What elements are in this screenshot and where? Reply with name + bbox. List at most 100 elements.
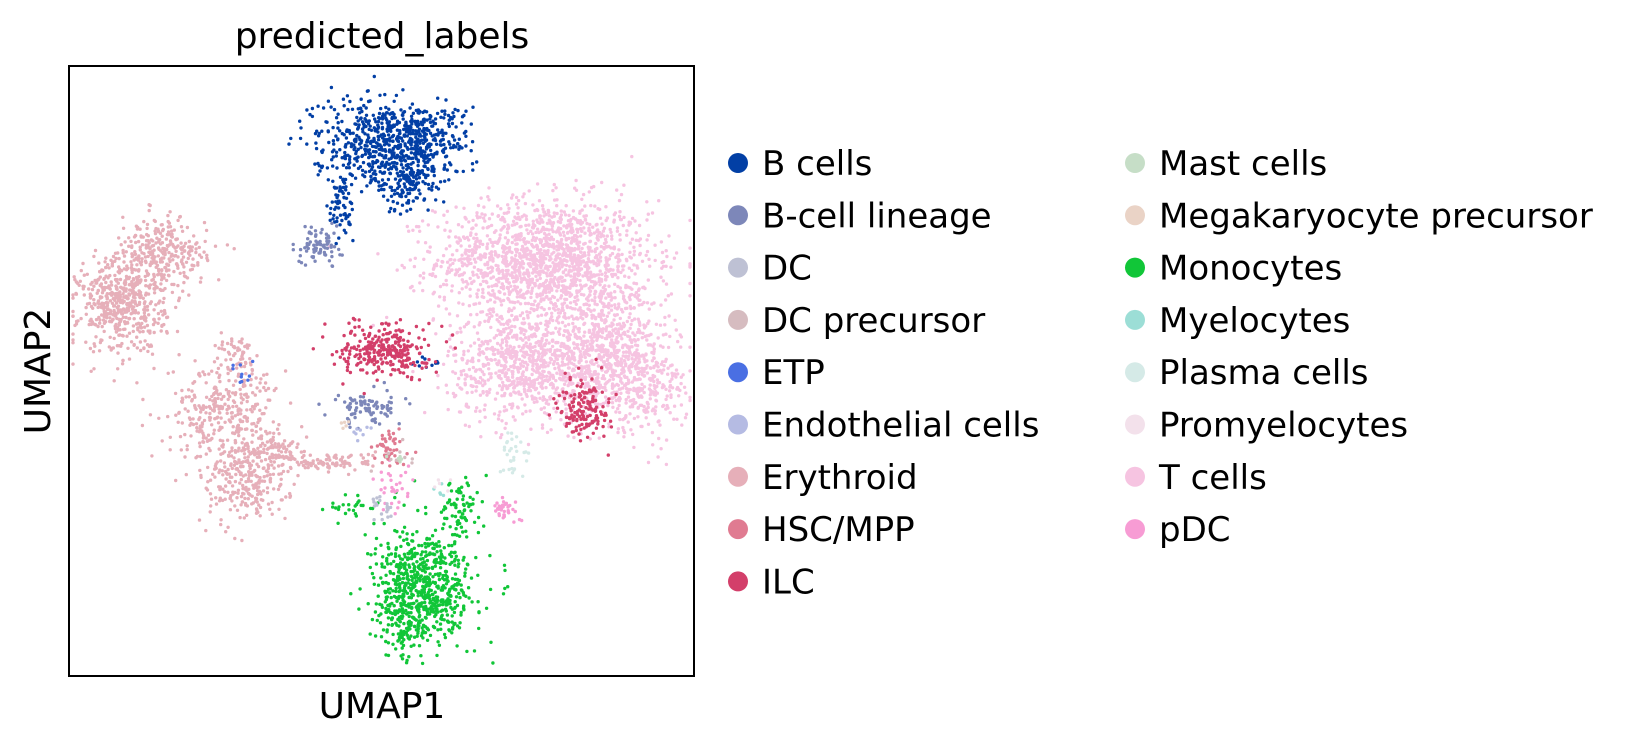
data-point: [121, 327, 126, 332]
data-point: [583, 321, 587, 325]
data-point: [675, 387, 679, 391]
data-point: [491, 244, 495, 248]
data-point: [654, 405, 658, 409]
data-point: [614, 363, 618, 367]
data-point: [581, 192, 586, 197]
data-point: [613, 296, 617, 300]
data-point: [224, 530, 228, 534]
data-point: [172, 269, 176, 274]
data-point: [511, 372, 515, 377]
data-point: [547, 218, 551, 222]
data-point: [306, 465, 310, 470]
data-point: [474, 302, 478, 306]
data-point: [244, 480, 248, 484]
data-point: [263, 457, 268, 462]
data-point: [525, 310, 529, 314]
data-point: [613, 345, 617, 349]
data-point: [238, 387, 242, 392]
data-point: [204, 436, 208, 440]
data-point: [109, 310, 113, 314]
data-point: [160, 256, 164, 260]
data-point: [184, 395, 188, 399]
data-point: [138, 248, 142, 252]
data-point: [493, 397, 498, 401]
data-point: [247, 449, 251, 454]
data-point: [512, 381, 516, 386]
data-point: [229, 463, 233, 468]
data-point: [648, 383, 652, 387]
data-point: [600, 318, 604, 322]
data-point: [512, 222, 517, 227]
data-point: [601, 374, 606, 378]
data-point: [529, 279, 533, 284]
data-point: [242, 486, 247, 491]
data-point: [581, 317, 585, 321]
data-point: [519, 329, 524, 333]
data-point: [625, 301, 629, 305]
data-point: [652, 364, 656, 369]
data-point: [585, 267, 590, 271]
data-point: [125, 306, 129, 310]
data-point: [552, 211, 556, 215]
data-point: [515, 242, 519, 246]
data-point: [464, 279, 468, 284]
data-point: [259, 377, 263, 381]
data-point: [181, 289, 185, 293]
data-point: [445, 269, 450, 273]
data-point: [585, 269, 589, 274]
data-point: [254, 424, 259, 428]
data-point: [648, 366, 652, 370]
data-point: [617, 198, 622, 203]
data-point: [169, 254, 173, 258]
data-point: [588, 293, 592, 297]
data-point: [142, 252, 146, 256]
data-point: [523, 336, 528, 340]
data-point: [564, 263, 569, 267]
data-point: [226, 371, 230, 376]
data-point: [217, 278, 221, 282]
data-point: [464, 217, 468, 221]
data-point: [539, 363, 543, 368]
data-point: [150, 249, 154, 254]
data-point: [195, 426, 199, 430]
data-point: [642, 404, 646, 409]
data-point: [247, 471, 252, 475]
data-point: [592, 283, 597, 287]
data-point: [254, 376, 258, 380]
data-point: [249, 479, 253, 483]
data-point: [192, 380, 197, 384]
data-point: [533, 344, 537, 349]
data-point: [477, 301, 482, 305]
data-point: [511, 350, 516, 355]
data-point: [499, 299, 503, 303]
data-point: [541, 207, 545, 211]
data-point: [94, 335, 98, 339]
data-point: [628, 326, 632, 330]
data-point: [82, 284, 86, 289]
data-point: [240, 356, 244, 361]
data-point: [522, 292, 526, 296]
data-point: [626, 285, 630, 289]
data-point: [174, 305, 178, 310]
data-point: [135, 263, 139, 267]
data-point: [542, 348, 547, 352]
data-point: [180, 421, 184, 425]
data-point: [523, 361, 528, 365]
data-point: [528, 342, 532, 346]
data-point: [554, 186, 558, 190]
data-point: [502, 292, 507, 296]
data-point: [514, 195, 519, 200]
data-point: [304, 435, 309, 439]
data-point: [501, 298, 506, 303]
data-point: [513, 247, 518, 252]
data-point: [646, 343, 651, 347]
data-point: [92, 284, 96, 288]
data-point: [599, 289, 603, 293]
data-point: [216, 396, 220, 401]
data-point: [93, 248, 98, 253]
data-point: [598, 283, 602, 287]
data-point: [567, 373, 571, 377]
data-point: [592, 299, 597, 303]
data-point: [531, 271, 535, 275]
data-point: [573, 186, 577, 190]
